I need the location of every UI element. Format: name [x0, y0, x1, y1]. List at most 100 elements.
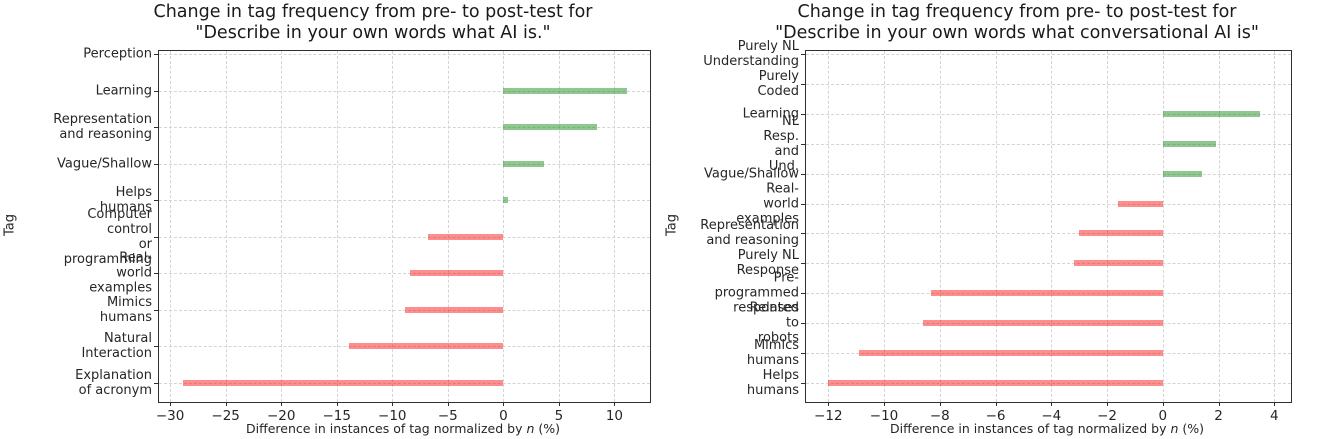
y-tick-label: Learning — [742, 106, 799, 122]
x-gridline — [503, 51, 505, 402]
y-tick-label: NL Resp. and Und. — [763, 113, 799, 174]
y-tick-label: Helps humans — [99, 185, 152, 216]
bar-positive — [1162, 110, 1261, 117]
x-tick-label: −2 — [1097, 408, 1117, 424]
y-tick-mark — [801, 173, 805, 175]
bar-positive — [1162, 170, 1202, 177]
y-gridline — [159, 273, 650, 275]
x-gridline — [1107, 51, 1109, 402]
chart-panel-left: Change in tag frequency from pre- to pos… — [0, 0, 660, 439]
y-tick-mark — [801, 323, 805, 325]
x-gridline — [614, 51, 616, 402]
bar-negative — [427, 233, 504, 240]
x-tick-label: −10 — [378, 408, 407, 424]
y-tick-mark — [154, 200, 158, 202]
x-tick-label: 0 — [1158, 408, 1168, 424]
y-gridline — [806, 203, 1291, 205]
bar-negative — [931, 290, 1163, 297]
y-tick-label: Helps humans — [746, 368, 799, 398]
y-tick-mark — [801, 293, 805, 295]
chart-title-line2: "Describe in your own words what convers… — [775, 23, 1259, 43]
y-tick-mark — [801, 143, 805, 145]
y-tick-mark — [154, 309, 158, 311]
x-axis-label-prefix: Difference in instances of tag normalize… — [246, 421, 527, 436]
x-gridline — [281, 51, 283, 402]
x-tick-label: −5 — [437, 408, 458, 424]
y-tick-mark — [154, 346, 158, 348]
x-axis-label-n: n — [1170, 421, 1179, 436]
bar-positive — [503, 87, 627, 94]
x-gridline — [884, 51, 886, 402]
x-tick-mark — [1218, 402, 1220, 406]
chart-title-line1: Change in tag frequency from pre- to pos… — [797, 2, 1237, 22]
x-tick-mark — [392, 402, 394, 406]
x-tick-mark — [558, 402, 560, 406]
bar-positive — [1162, 140, 1216, 147]
x-gridline — [995, 51, 997, 402]
y-gridline — [159, 90, 650, 92]
x-tick-mark — [1051, 402, 1053, 406]
y-tick-label: Perception — [83, 46, 152, 62]
y-gridline — [806, 293, 1291, 295]
y-gridline — [806, 113, 1291, 115]
y-gridline — [159, 127, 650, 129]
chart-title: Change in tag frequency from pre- to pos… — [775, 2, 1259, 44]
plot-area: −12 −10 −8 −6 −4 −2 0 2 4 Purely NL Understanding… — [700, 39, 1292, 424]
y-tick-label: Related to robots — [749, 300, 799, 346]
y-tick-label: Pre-programmed responses — [714, 270, 799, 316]
x-gridline — [392, 51, 394, 402]
bar-negative — [1118, 200, 1163, 207]
y-tick-label: Real-world examples — [736, 181, 799, 227]
x-tick-mark — [281, 402, 283, 406]
y-tick-mark — [154, 163, 158, 165]
x-tick-label: 2 — [1214, 408, 1223, 424]
x-tick-mark — [447, 402, 449, 406]
chart-title-line2: "Describe in your own words what AI is." — [195, 23, 551, 43]
x-gridline — [225, 51, 227, 402]
y-axis-label: Tag — [2, 213, 18, 237]
y-tick-label: Representation and reasoning — [700, 218, 799, 249]
x-tick-mark — [884, 402, 886, 406]
y-gridline — [806, 143, 1291, 145]
y-tick-label: Vague/Shallow — [704, 166, 799, 182]
y-tick-label: Mimics humans — [99, 294, 152, 325]
x-gridline — [1162, 51, 1164, 402]
y-tick-mark — [154, 383, 158, 384]
y-tick-label: Explanation of acronym — [75, 368, 152, 398]
x-tick-mark — [503, 402, 505, 406]
y-tick-mark — [801, 263, 805, 265]
x-gridline — [336, 51, 338, 402]
chart-title-line1: Change in tag frequency from pre- to pos… — [153, 2, 593, 22]
y-gridline — [159, 54, 650, 55]
y-tick-mark — [154, 273, 158, 275]
x-tick-mark — [614, 402, 616, 406]
x-tick-mark — [828, 402, 830, 406]
x-tick-label: −15 — [322, 408, 351, 424]
bar-negative — [348, 343, 504, 350]
chart-panel-right: Change in tag frequency from pre- to pos… — [660, 0, 1322, 439]
y-tick-mark — [801, 353, 805, 355]
y-tick-label: Purely NL Understanding — [703, 39, 799, 69]
x-tick-label: 10 — [605, 408, 624, 424]
y-tick-mark — [801, 383, 805, 384]
x-gridline — [1051, 51, 1053, 402]
x-tick-mark — [1107, 402, 1109, 406]
bar-positive — [503, 124, 597, 131]
y-gridline — [159, 200, 650, 202]
bar-negative — [923, 320, 1163, 327]
x-tick-mark — [170, 402, 172, 406]
bar-negative — [1073, 260, 1163, 267]
bar-positive — [503, 197, 508, 204]
y-tick-mark — [801, 113, 805, 115]
bar-negative — [828, 380, 1163, 386]
x-axis-label: Difference in instances of tag normalize… — [890, 421, 1204, 436]
bar-negative — [858, 350, 1163, 357]
bar-negative — [183, 380, 504, 386]
x-axis-label: Difference in instances of tag normalize… — [246, 421, 560, 436]
x-tick-label: 0 — [499, 408, 508, 424]
x-axis-label-suffix: (%) — [1178, 421, 1204, 436]
y-gridline — [806, 83, 1291, 85]
y-gridline — [806, 233, 1291, 235]
x-tick-label: −12 — [814, 408, 843, 424]
